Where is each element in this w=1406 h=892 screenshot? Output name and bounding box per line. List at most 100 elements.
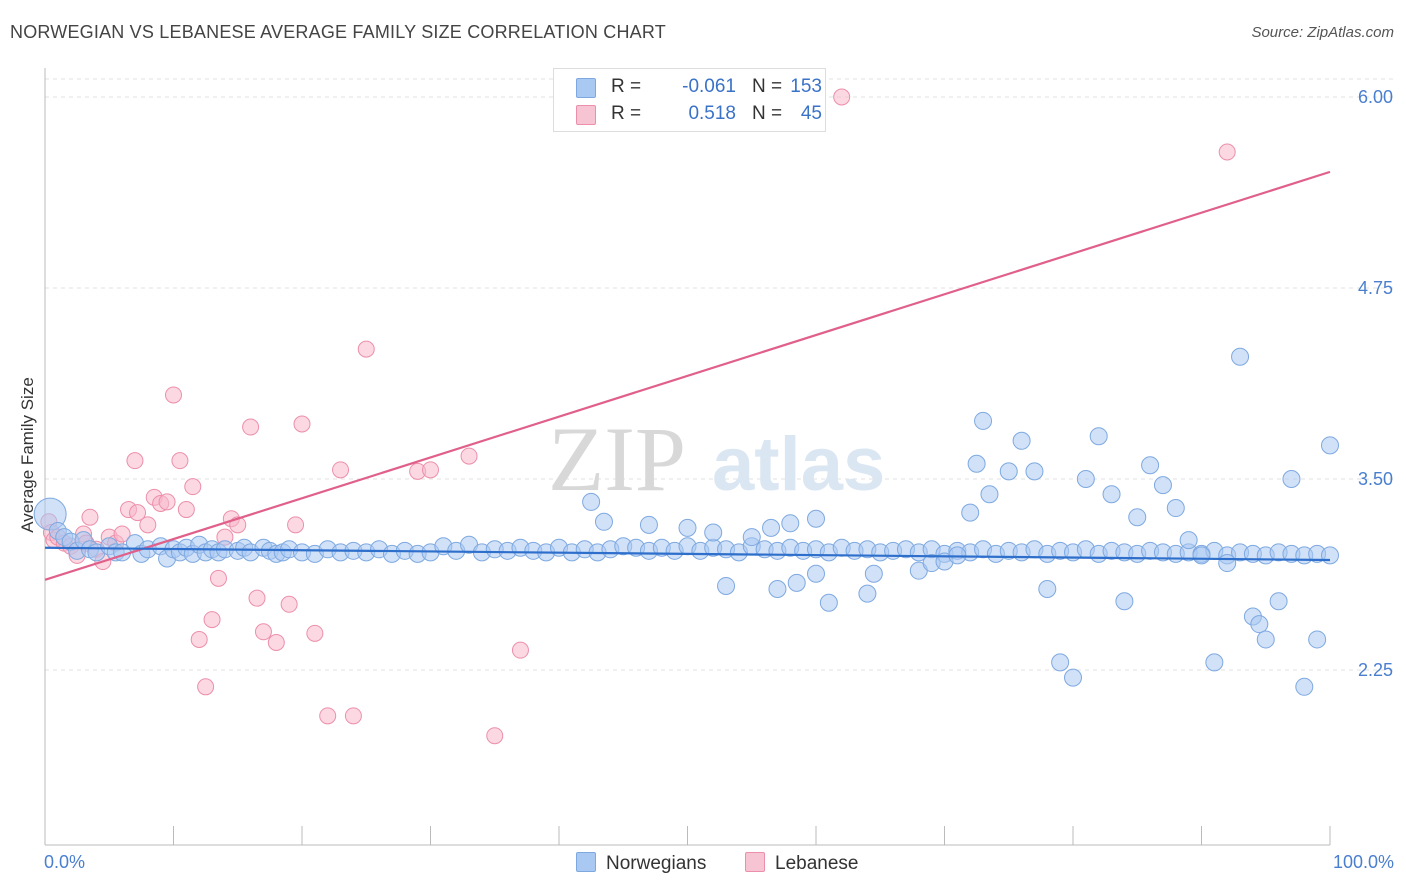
- lebanese-point: [203, 611, 221, 629]
- lebanese-point: [165, 386, 182, 404]
- norwegian-point: [582, 492, 601, 511]
- norwegian-point: [762, 518, 781, 537]
- chart-source: Source: ZipAtlas.com: [1251, 24, 1394, 41]
- y-tick-labels: 2.25 3.50 4.75 6.00: [1358, 87, 1393, 680]
- norwegian-point: [1076, 470, 1095, 488]
- lebanese-point: [280, 595, 298, 613]
- norwegian-point: [819, 593, 838, 612]
- lebanese-point: [184, 478, 202, 496]
- norwegian-trend-line: [44, 546, 1331, 562]
- norwegian-point: [1012, 431, 1031, 450]
- x-tick-max: 100.0%: [1332, 852, 1394, 872]
- legend-lebanese: Lebanese: [745, 852, 858, 875]
- axes: [44, 68, 1331, 846]
- norwegian-point: [967, 454, 986, 473]
- norwegian-point: [1153, 476, 1172, 495]
- lebanese-point: [139, 516, 157, 534]
- lebanese-point: [1218, 143, 1236, 161]
- y-tick-label: 4.75: [1358, 278, 1393, 298]
- lebanese-point: [293, 415, 311, 433]
- norwegian-point: [1038, 580, 1057, 599]
- norwegian-point: [1166, 499, 1185, 518]
- norwegian-point: [639, 515, 658, 534]
- trend-lines: [44, 170, 1331, 581]
- lebanese-point: [511, 641, 529, 659]
- lebanese-point: [344, 707, 362, 725]
- lebanese-point: [254, 623, 272, 641]
- norwegian-point: [1064, 668, 1082, 687]
- r-label: R =: [611, 76, 642, 97]
- norwegian-point: [1321, 546, 1339, 565]
- lebanese-point: [81, 508, 99, 526]
- watermark-atlas: atlas: [712, 422, 885, 507]
- y-tick-label: 2.25: [1358, 660, 1393, 680]
- norwegian-point: [1128, 508, 1147, 527]
- lebanese-point: [113, 525, 131, 543]
- chart-title: NORWEGIAN VS LEBANESE AVERAGE FAMILY SIZ…: [10, 22, 666, 42]
- lebanese-point: [190, 630, 208, 648]
- y-tick-label: 6.00: [1358, 87, 1393, 107]
- r-value: -0.061: [682, 76, 736, 97]
- norwegian-point: [1205, 653, 1224, 672]
- lebanese-point: [422, 461, 439, 479]
- norwegian-point: [858, 584, 877, 603]
- norwegian-point: [1051, 653, 1070, 672]
- norwegian-point: [1025, 462, 1044, 481]
- norwegian-point: [678, 518, 697, 537]
- lebanese-point: [177, 501, 195, 519]
- lebanese-point: [486, 727, 504, 745]
- norwegian-point: [864, 564, 883, 583]
- watermark: ZIP: [548, 408, 686, 510]
- lebanese-point: [209, 569, 227, 587]
- norwegian-point: [704, 523, 723, 542]
- norwegian-point: [1179, 531, 1198, 550]
- norwegian-point: [1218, 554, 1237, 573]
- lebanese-point: [129, 504, 147, 522]
- blue-swatch: [576, 78, 596, 98]
- norwegian-point: [999, 462, 1018, 481]
- norwegian-point: [1282, 470, 1301, 488]
- pink-swatch: [745, 852, 765, 872]
- norwegian-point: [1295, 677, 1314, 696]
- lebanese-point: [126, 452, 144, 470]
- lebanese-point: [833, 88, 851, 106]
- norwegian-point: [1308, 630, 1327, 649]
- norwegian-point: [768, 580, 787, 599]
- legend-lebanese-label: Lebanese: [775, 853, 859, 874]
- pink-swatch: [576, 105, 596, 125]
- blue-swatch: [576, 852, 596, 872]
- lebanese-point: [248, 589, 266, 607]
- norwegian-point: [787, 573, 806, 592]
- norwegian-point: [594, 512, 613, 531]
- norwegian-point: [1269, 592, 1288, 611]
- lebanese-trend-line: [44, 170, 1331, 581]
- norwegian-point: [1231, 347, 1250, 366]
- x-tick-min: 0.0%: [44, 852, 86, 872]
- norwegian-point: [1115, 592, 1134, 611]
- lebanese-point: [332, 461, 350, 479]
- norwegian-point: [742, 528, 761, 547]
- n-value: 153: [790, 76, 822, 97]
- lebanese-point: [319, 707, 337, 725]
- norwegian-point: [980, 485, 999, 504]
- stats-legend: R = -0.061 N = 153 R = 0.518 N = 45: [553, 68, 826, 132]
- norwegian-point: [1141, 456, 1160, 475]
- norwegian-point: [974, 411, 993, 430]
- r-label: R =: [611, 103, 642, 124]
- legend-norwegians: Norwegians: [576, 852, 706, 875]
- norwegian-point: [717, 576, 736, 595]
- lebanese-point: [158, 493, 176, 511]
- n-label: N =: [752, 76, 783, 97]
- legend-norwegians-label: Norwegians: [606, 853, 707, 874]
- lebanese-point: [267, 633, 285, 651]
- r-value: 0.518: [688, 103, 736, 124]
- norwegian-point: [1102, 485, 1121, 504]
- y-tick-label: 3.50: [1358, 469, 1393, 489]
- lebanese-point: [197, 678, 215, 696]
- lebanese-point: [306, 624, 324, 642]
- norwegian-point: [807, 509, 825, 528]
- norwegian-point: [1250, 615, 1269, 634]
- norwegian-point: [961, 503, 980, 522]
- norwegian-point: [781, 514, 800, 533]
